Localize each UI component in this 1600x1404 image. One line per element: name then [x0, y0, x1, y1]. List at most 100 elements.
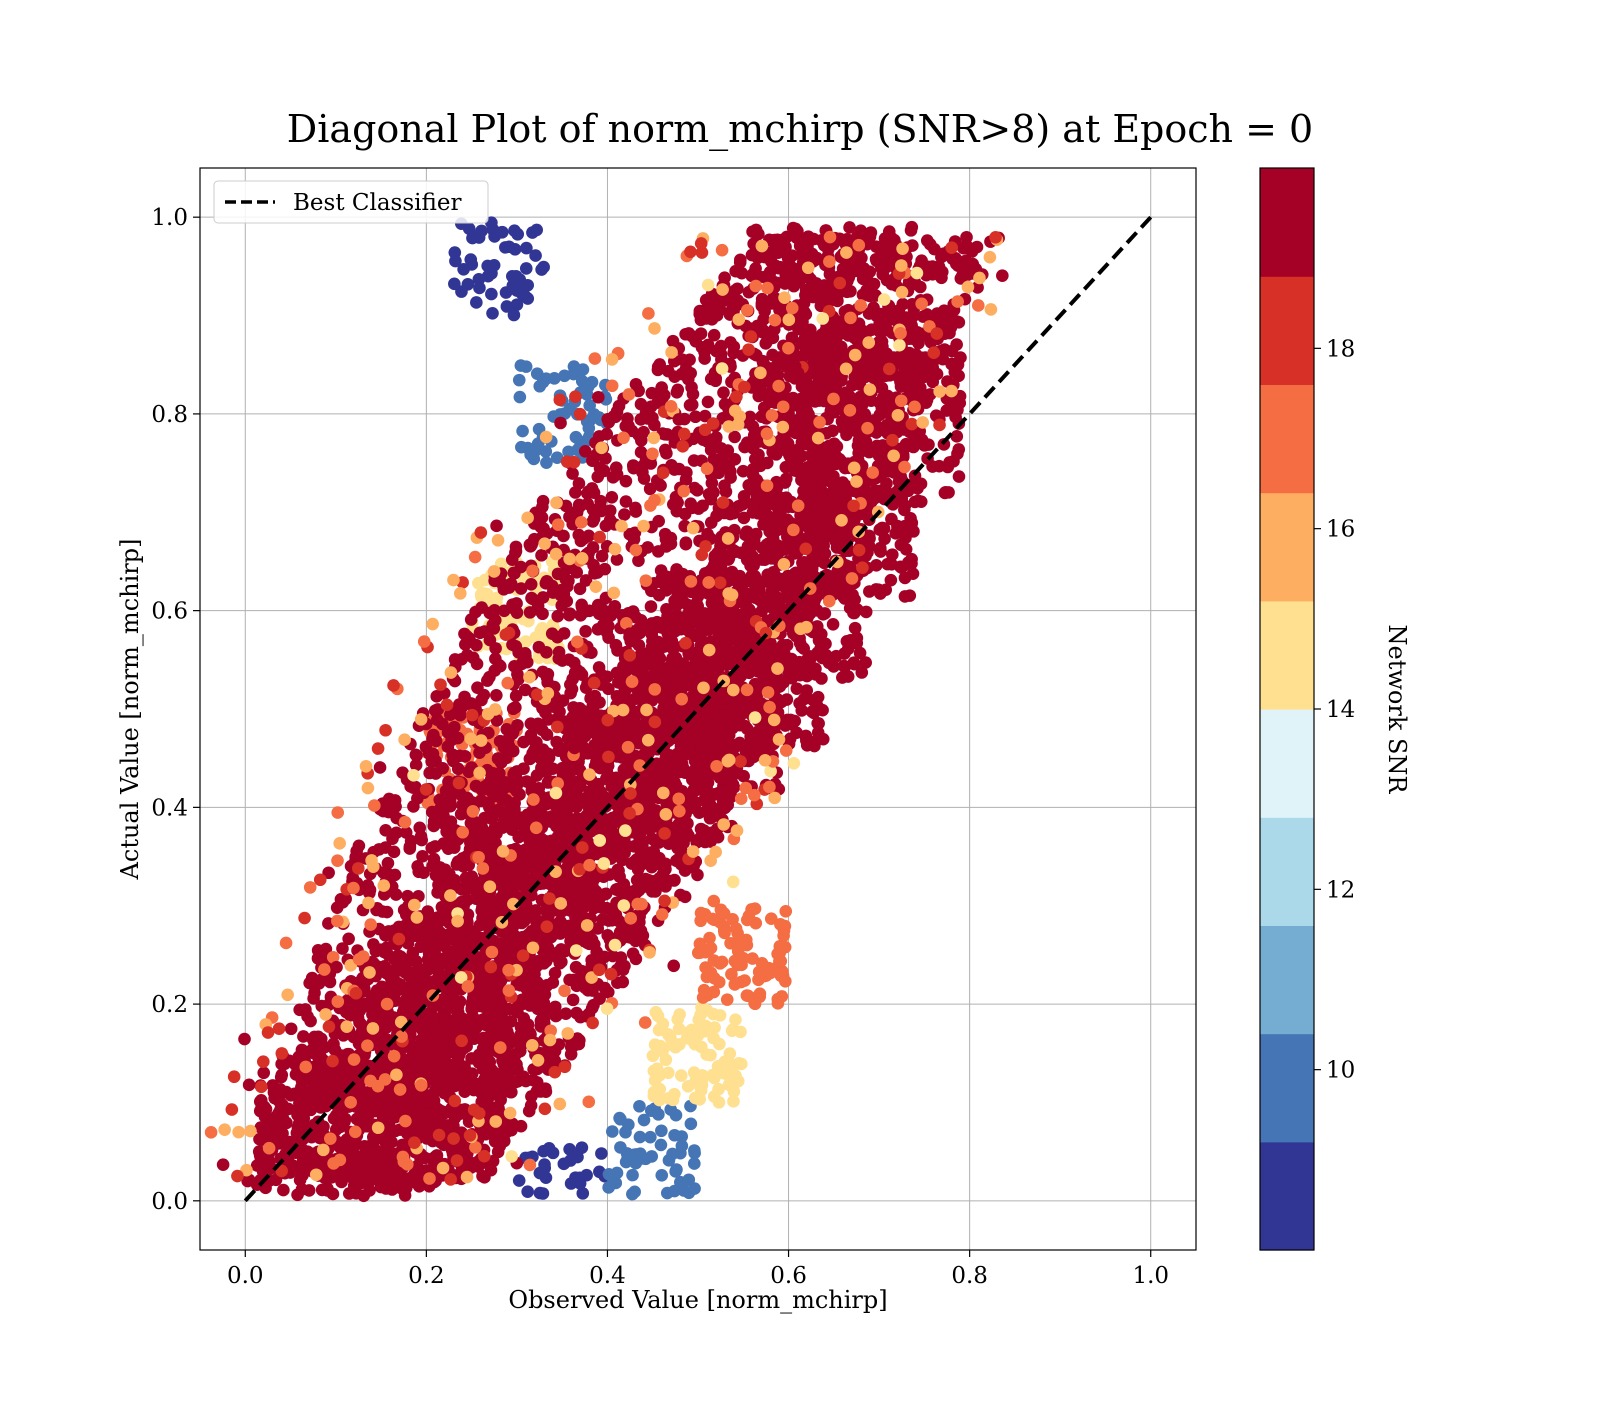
scatter-point — [737, 952, 750, 965]
scatter-point — [606, 1125, 619, 1138]
scatter-point — [767, 332, 780, 345]
scatter-point — [517, 736, 530, 749]
scatter-point — [859, 656, 872, 669]
scatter-point — [381, 1100, 394, 1113]
scatter-point — [953, 470, 966, 483]
scatter-point — [514, 391, 527, 404]
scatter-point — [773, 946, 786, 959]
scatter-point — [725, 968, 738, 981]
scatter-point — [675, 1069, 688, 1082]
scatter-point — [655, 1124, 668, 1137]
scatter-point — [735, 1058, 748, 1071]
scatter-point — [565, 1177, 578, 1190]
scatter-point — [699, 986, 712, 999]
scatter-point — [533, 380, 546, 393]
scatter-point — [718, 927, 731, 940]
scatter-point — [537, 261, 550, 274]
scatter-point — [726, 1024, 739, 1037]
scatter-point — [511, 228, 524, 241]
scatter-point — [485, 288, 498, 301]
scatter-point — [520, 242, 533, 255]
scatter-point — [848, 658, 861, 671]
scatter-point — [708, 1072, 721, 1085]
scatter-point — [620, 1156, 633, 1169]
scatter-point — [540, 456, 553, 469]
scatter-point — [797, 642, 810, 655]
scatter-point — [905, 221, 918, 234]
scatter-point — [656, 1018, 669, 1031]
scatter-point — [809, 668, 822, 681]
scatter-point — [779, 975, 792, 988]
scatter-point — [662, 1067, 675, 1080]
scatter-point — [475, 591, 488, 604]
scatter-point — [524, 448, 537, 461]
scatter-point — [600, 902, 613, 915]
scatter-point — [874, 542, 887, 555]
scatter-point — [827, 618, 840, 631]
scatter-point — [713, 1096, 726, 1109]
scatter-point — [506, 270, 519, 283]
scatter-point — [376, 981, 389, 994]
scatter-point — [724, 1076, 737, 1089]
scatter-point — [558, 1158, 571, 1171]
scatter-point — [668, 1185, 681, 1198]
scatter-point — [470, 296, 483, 309]
scatter-point — [660, 1053, 673, 1066]
scatter-point — [448, 278, 461, 291]
scatter-point — [427, 820, 440, 833]
scatter-point — [570, 961, 583, 974]
scatter-point — [449, 246, 462, 259]
scatter-point — [513, 374, 526, 387]
scatter-point — [321, 1184, 334, 1197]
scatter-point — [926, 460, 939, 473]
scatter-point — [645, 600, 658, 613]
scatter-point — [348, 1179, 361, 1192]
scatter-point — [831, 440, 844, 453]
scatter-point — [881, 558, 894, 571]
scatter-point — [876, 335, 889, 348]
scatter-point — [688, 1066, 701, 1079]
scatter-point — [277, 1184, 290, 1197]
scatter-point — [896, 298, 909, 311]
scatter-point — [547, 976, 560, 989]
scatter-point — [688, 1157, 701, 1170]
scatter-point — [488, 230, 501, 243]
scatter-point — [851, 603, 864, 616]
scatter-point — [827, 474, 840, 487]
scatter-point — [644, 1131, 657, 1144]
scatter-point — [916, 433, 929, 446]
scatter-point — [721, 993, 734, 1006]
scatter-point — [811, 647, 824, 660]
scatter-point — [718, 907, 731, 920]
scatter-point — [826, 335, 839, 348]
scatter-point — [614, 1141, 627, 1154]
scatter-point — [876, 522, 889, 535]
scatter-point — [535, 549, 548, 562]
scatter-point — [520, 360, 533, 373]
scatter-point — [685, 1117, 698, 1130]
scatter-point — [538, 1162, 551, 1175]
scatter-point — [708, 972, 721, 985]
scatter-point — [521, 279, 534, 292]
scatter-point — [749, 902, 762, 915]
scatter-point — [638, 1114, 651, 1127]
scatter-point — [707, 1032, 720, 1045]
scatter-point — [516, 425, 529, 438]
scatter-point — [595, 1147, 608, 1160]
scatter-point — [308, 1031, 321, 1044]
scatter-point — [841, 635, 854, 648]
scatter-point — [655, 1169, 668, 1182]
scatter-point — [729, 1013, 742, 1026]
scatter-point — [801, 739, 814, 752]
scatter-point — [537, 1187, 550, 1200]
scatter-point — [673, 1008, 686, 1021]
scatter-point — [709, 701, 722, 714]
scatter-point — [895, 561, 908, 574]
scatter-point — [806, 705, 819, 718]
scatter-point — [738, 974, 751, 987]
scatter-point — [570, 431, 583, 444]
scatter-point — [666, 1148, 679, 1161]
scatter-point — [508, 309, 521, 322]
scatter-point — [876, 421, 889, 434]
